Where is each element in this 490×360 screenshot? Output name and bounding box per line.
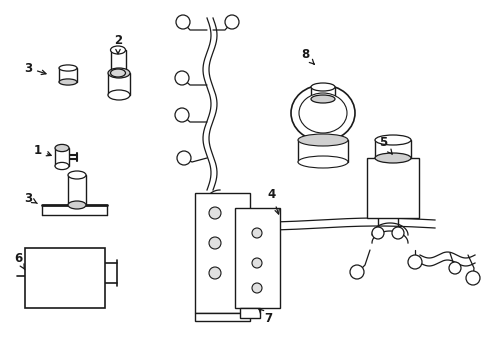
Ellipse shape [108, 90, 130, 100]
Ellipse shape [59, 65, 77, 71]
Ellipse shape [299, 93, 347, 133]
Ellipse shape [375, 135, 411, 145]
Ellipse shape [68, 171, 86, 179]
Bar [55, 148, 69, 166]
Ellipse shape [55, 144, 69, 152]
Text: 3: 3 [24, 62, 46, 75]
Text: 8: 8 [301, 49, 314, 64]
Text: 6: 6 [14, 252, 25, 270]
Bar [298, 140, 348, 162]
Bar [375, 140, 411, 158]
Text: 5: 5 [379, 136, 392, 154]
Circle shape [225, 15, 239, 29]
Ellipse shape [111, 69, 125, 77]
Circle shape [372, 227, 384, 239]
Bar [367, 158, 419, 218]
Text: 7: 7 [259, 309, 272, 324]
Ellipse shape [298, 134, 348, 146]
Circle shape [176, 15, 190, 29]
Bar [108, 73, 130, 95]
Circle shape [175, 108, 189, 122]
Bar [235, 208, 280, 308]
Circle shape [408, 255, 422, 269]
Ellipse shape [68, 201, 86, 209]
Circle shape [252, 283, 262, 293]
Bar [111, 50, 126, 73]
Ellipse shape [291, 85, 355, 141]
Circle shape [209, 207, 221, 219]
Circle shape [177, 151, 191, 165]
Bar [195, 313, 250, 321]
Bar [59, 68, 77, 82]
Bar [25, 248, 105, 308]
Ellipse shape [108, 68, 130, 78]
Text: 4: 4 [268, 189, 279, 214]
Ellipse shape [111, 46, 125, 54]
Circle shape [466, 271, 480, 285]
Text: 3: 3 [24, 192, 37, 204]
Bar [311, 87, 335, 99]
Text: 2: 2 [114, 33, 122, 54]
Circle shape [392, 227, 404, 239]
Ellipse shape [59, 79, 77, 85]
Ellipse shape [298, 156, 348, 168]
Ellipse shape [311, 83, 335, 91]
Circle shape [252, 258, 262, 268]
Circle shape [449, 262, 461, 274]
Bar [68, 175, 86, 205]
Bar [240, 308, 260, 318]
Circle shape [350, 265, 364, 279]
Text: 1: 1 [34, 144, 51, 157]
Ellipse shape [311, 95, 335, 103]
Circle shape [175, 71, 189, 85]
Ellipse shape [375, 153, 411, 163]
Circle shape [252, 228, 262, 238]
Circle shape [209, 237, 221, 249]
Ellipse shape [55, 162, 69, 170]
Bar [195, 193, 250, 313]
Circle shape [209, 267, 221, 279]
